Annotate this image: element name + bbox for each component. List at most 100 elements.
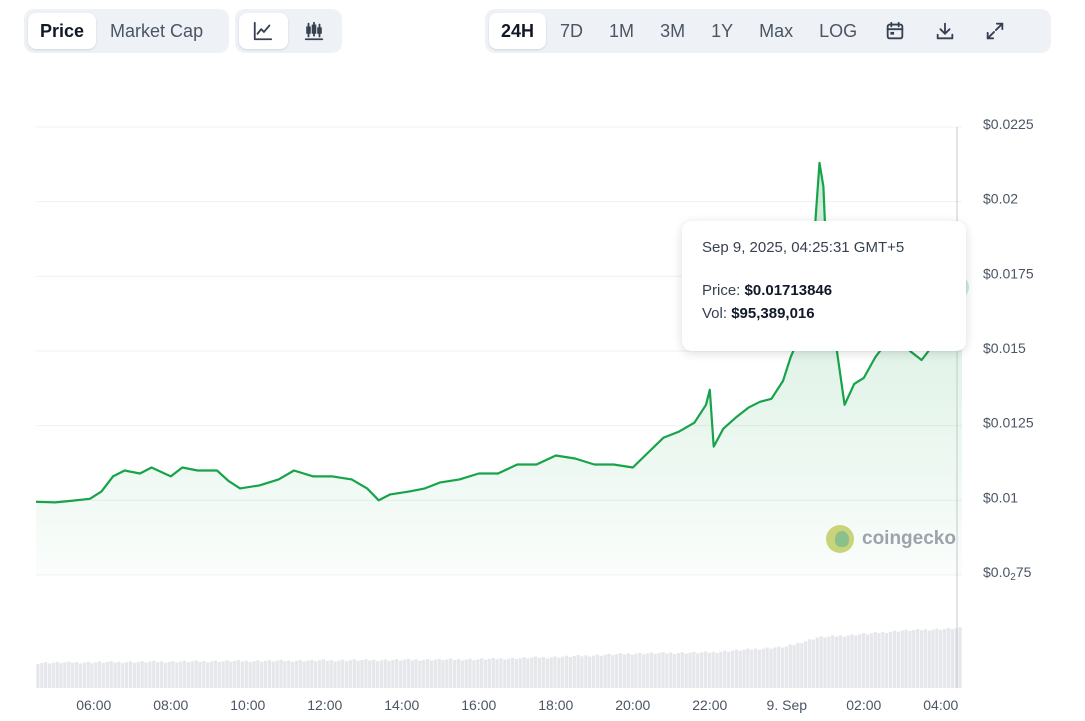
volume-bar — [607, 653, 611, 688]
volume-bar — [159, 661, 164, 688]
range-tab-group: 24H 7D 1M 3M 1Y Max LOG — [485, 9, 1051, 53]
volume-bar — [669, 652, 673, 688]
volume-bar — [67, 661, 71, 688]
volume-bar — [117, 661, 121, 688]
volume-bar — [734, 649, 738, 688]
tooltip-price-value: $0.01713846 — [744, 282, 833, 299]
y-tick-label: $0.0225 — [983, 116, 1034, 132]
volume-bar — [541, 657, 545, 688]
volume-bar — [927, 630, 931, 688]
volume-bar — [503, 659, 507, 688]
volume-bar — [109, 661, 113, 688]
fullscreen-button[interactable] — [971, 13, 1019, 49]
volume-bar — [422, 660, 426, 688]
volume-bar — [653, 653, 657, 688]
volume-bar — [55, 661, 59, 688]
volume-bar — [144, 662, 148, 688]
volume-bar — [460, 660, 464, 688]
price-line — [35, 161, 964, 504]
volume-bar — [298, 660, 302, 688]
volume-bar — [472, 660, 476, 688]
volume-bar — [545, 658, 549, 688]
volume-bar — [943, 629, 947, 688]
volume-bar — [256, 660, 260, 688]
tab-market-cap[interactable]: Market Cap — [110, 21, 204, 41]
volume-bar — [881, 631, 885, 688]
volume-bar — [132, 662, 137, 688]
volume-bar — [630, 654, 634, 688]
volume-bar — [838, 635, 843, 688]
volume-bar — [649, 652, 654, 688]
volume-bar — [148, 661, 152, 688]
volume-bar — [919, 630, 924, 688]
volume-bar — [171, 661, 175, 688]
volume-bar — [757, 649, 762, 688]
volume-bar — [302, 661, 306, 688]
volume-bar — [375, 661, 380, 688]
volume-bar — [449, 658, 453, 688]
volume-bar — [931, 629, 935, 688]
volume-bar — [44, 662, 48, 688]
x-tick-label: 14:00 — [384, 697, 419, 713]
line-chart-button[interactable] — [239, 13, 288, 49]
metric-tab-group: Price Market Cap — [24, 9, 229, 53]
tab-log-scale[interactable]: LOG — [819, 21, 858, 41]
tab-range-7d[interactable]: 7D — [560, 21, 584, 41]
volume-bar — [333, 661, 337, 688]
download-button[interactable] — [921, 13, 969, 49]
volume-bar — [306, 660, 310, 688]
tab-range-3m[interactable]: 3M — [660, 21, 686, 41]
volume-bar — [719, 651, 723, 688]
volume-bar — [217, 662, 221, 688]
x-tick-label: 08:00 — [153, 697, 188, 713]
volume-bar — [47, 663, 52, 688]
volume-bar — [858, 634, 862, 688]
volume-bar — [279, 659, 283, 688]
volume-bar — [368, 660, 372, 688]
x-tick-label: 02:00 — [846, 697, 881, 713]
volume-bar — [364, 659, 368, 688]
volume-bar — [86, 661, 90, 688]
volume-bars — [36, 627, 962, 688]
volume-bar — [71, 662, 75, 688]
tab-range-24h[interactable]: 24H — [489, 13, 547, 49]
volume-bar — [831, 635, 835, 688]
volume-bar — [476, 659, 480, 688]
volume-bar — [213, 660, 218, 688]
volume-bar — [291, 661, 295, 688]
calendar-button[interactable] — [871, 13, 919, 49]
volume-bar — [835, 636, 839, 688]
x-tick-label: 10:00 — [230, 697, 265, 713]
coingecko-watermark: coingecko — [826, 525, 956, 553]
volume-bar — [352, 659, 356, 688]
volume-bar — [715, 653, 719, 688]
volume-bar — [480, 658, 484, 688]
volume-bar — [98, 661, 102, 688]
volume-bar — [742, 649, 746, 688]
tooltip-volume-value: $95,389,016 — [731, 305, 815, 322]
volume-bar — [125, 662, 129, 688]
volume-bar — [908, 630, 912, 688]
candlestick-chart-button[interactable] — [290, 13, 339, 49]
tab-range-1y[interactable]: 1Y — [711, 21, 734, 41]
volume-bar — [916, 629, 920, 688]
tab-range-1m[interactable]: 1M — [609, 21, 635, 41]
volume-bar — [356, 660, 360, 688]
tab-price[interactable]: Price — [28, 13, 97, 49]
volume-bar — [865, 634, 870, 688]
tab-range-max[interactable]: Max — [759, 21, 794, 41]
volume-bar — [530, 657, 534, 688]
volume-bar — [808, 639, 812, 688]
volume-bar — [360, 660, 364, 688]
volume-bar — [82, 662, 86, 688]
y-tick-label: $0.02 — [983, 190, 1018, 206]
y-tick-label: $0.0175 — [983, 265, 1034, 281]
volume-bar — [892, 630, 897, 688]
volume-bar — [773, 647, 777, 688]
volume-bar — [445, 659, 449, 688]
volume-bar — [402, 659, 407, 688]
volume-bar — [40, 663, 44, 688]
volume-bar — [74, 662, 79, 688]
volume-bar — [657, 653, 661, 688]
